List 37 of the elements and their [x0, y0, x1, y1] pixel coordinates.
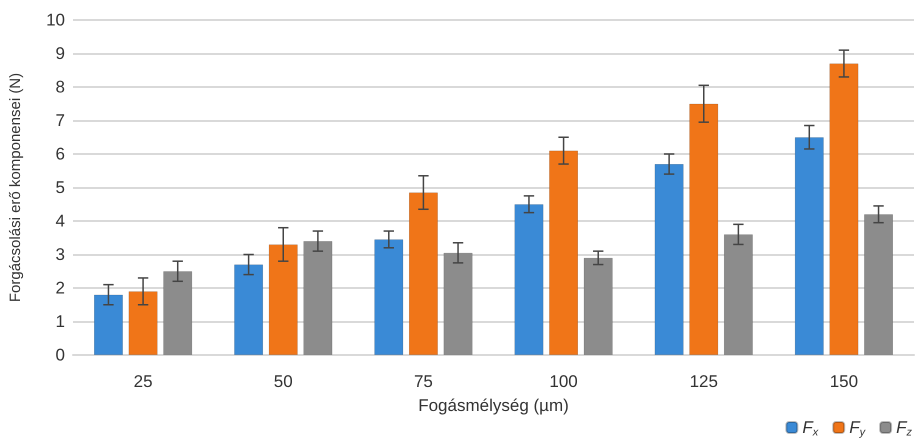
y-tick-label: 8 [56, 78, 65, 96]
bar [654, 164, 684, 355]
bar [94, 294, 123, 355]
bar [303, 241, 332, 355]
y-tick-label: 0 [56, 346, 65, 364]
x-tick-label: 75 [414, 372, 433, 391]
y-tick-label: 6 [56, 144, 65, 164]
bar [864, 214, 893, 355]
bar [724, 234, 753, 355]
x-tick-label: 150 [830, 372, 858, 391]
bar [794, 137, 824, 355]
y-tick-label: 5 [56, 178, 65, 197]
x-tick-label: 25 [134, 372, 153, 391]
y-tick-label: 10 [46, 10, 65, 30]
y-tick-label: 4 [56, 212, 65, 230]
y-tick-label: 2 [56, 278, 65, 298]
bar [549, 150, 578, 355]
x-axis-title: Fogásmélység (µm) [418, 396, 569, 415]
y-tick-label: 7 [56, 111, 65, 130]
bar [128, 291, 158, 355]
bar [234, 264, 264, 355]
x-tick-label: 125 [690, 372, 718, 391]
bar [689, 104, 718, 355]
y-axis-title: Forgácsolási erő komponensei (N) [7, 72, 24, 302]
y-tick-label: 1 [56, 312, 65, 331]
x-tick-label: 50 [274, 372, 293, 391]
bar [829, 64, 858, 355]
bar [374, 239, 404, 355]
x-tick-label: 100 [549, 372, 578, 391]
y-tick-label: 3 [56, 245, 65, 264]
bar [514, 204, 544, 355]
bar [408, 192, 438, 355]
bar [268, 244, 298, 355]
bar [163, 271, 192, 355]
bar [444, 252, 472, 355]
y-tick-label: 9 [56, 44, 65, 63]
bar [584, 258, 613, 355]
